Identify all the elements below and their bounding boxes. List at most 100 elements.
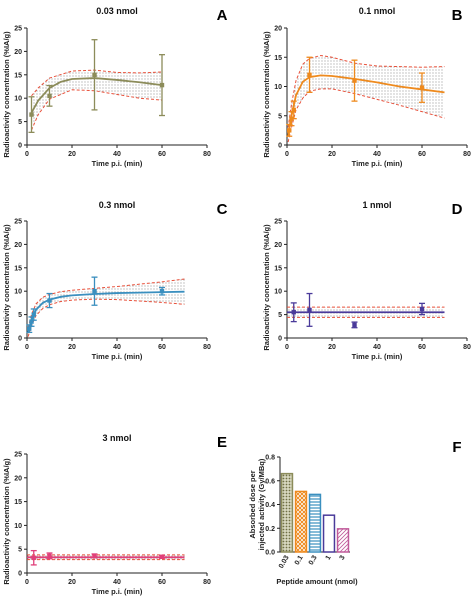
x-tick-label: 40 bbox=[113, 579, 121, 586]
x-axis-label: Time p.i. (min) bbox=[352, 159, 403, 168]
y-tick-label: 20 bbox=[14, 475, 22, 482]
band-upper-line bbox=[287, 54, 445, 128]
x-tick-label: 3 bbox=[339, 554, 347, 561]
band-lower-line bbox=[287, 88, 445, 143]
x-tick-label: 0 bbox=[285, 151, 289, 158]
y-tick-label: 15 bbox=[14, 499, 22, 506]
y-tick-label: 5 bbox=[18, 312, 22, 319]
y-tick-label: 0 bbox=[278, 336, 282, 343]
y-tick-label: 0.0 bbox=[265, 550, 275, 557]
panel-title: 3 nmol bbox=[102, 433, 131, 443]
x-tick-label: 60 bbox=[158, 151, 166, 158]
x-tick-label: 1 bbox=[325, 554, 333, 561]
data-point bbox=[47, 553, 52, 559]
data-point bbox=[29, 112, 34, 117]
y-tick-label: 0.6 bbox=[265, 478, 275, 485]
confidence-band bbox=[28, 279, 185, 337]
fit-line bbox=[287, 74, 445, 137]
y-tick-label: 0 bbox=[18, 571, 22, 578]
x-tick-label: 40 bbox=[373, 151, 381, 158]
data-point bbox=[92, 72, 97, 77]
panel-letter: B bbox=[452, 7, 463, 24]
bar-1 bbox=[322, 514, 336, 553]
y-tick-label: 20 bbox=[274, 242, 282, 249]
y-tick-label: 0 bbox=[18, 143, 22, 150]
data-point bbox=[352, 78, 357, 83]
bar-0.03 bbox=[280, 472, 294, 553]
panel-e: E 3 nmol 0 5 10 15 20 25 0 20 40 60 80 Time p.i. (min… bbox=[2, 433, 227, 596]
x-tick-label: 40 bbox=[113, 151, 121, 158]
panel-title: 1 nmol bbox=[362, 200, 391, 210]
y-tick-label: 10 bbox=[274, 289, 282, 296]
y-tick-label: 20 bbox=[14, 49, 22, 56]
x-tick-label: 80 bbox=[203, 151, 211, 158]
y-tick-label: 25 bbox=[274, 219, 282, 226]
data-point bbox=[419, 306, 425, 312]
panel-letter: A bbox=[217, 7, 228, 24]
y-tick-label: 15 bbox=[274, 55, 282, 62]
y-tick-label: 20 bbox=[14, 242, 22, 249]
panel-title: 0.3 nmol bbox=[99, 200, 136, 210]
data-point bbox=[291, 107, 296, 113]
data-point bbox=[291, 310, 296, 315]
x-tick-label: 80 bbox=[203, 579, 211, 586]
data-point bbox=[159, 82, 165, 88]
panel-b: B 0.1 nmol 0 5 10 15 20 0 20 40 60 80 Time p.i. (min… bbox=[262, 6, 471, 168]
data-point bbox=[29, 319, 34, 324]
data-point bbox=[159, 554, 165, 560]
x-tick-label: 0.03 bbox=[278, 554, 291, 569]
y-axis-label: Radioactivity concentration (%IA/g) bbox=[2, 224, 11, 351]
y-tick-label: 25 bbox=[14, 219, 22, 226]
band-lower-line bbox=[31, 89, 163, 131]
data-point bbox=[419, 85, 425, 90]
panel-letter: E bbox=[217, 434, 227, 451]
data-point bbox=[47, 93, 52, 99]
y-tick-label: 10 bbox=[14, 523, 22, 530]
data-point bbox=[31, 312, 36, 317]
x-tick-label: 0 bbox=[25, 579, 29, 586]
x-tick-label: 0 bbox=[285, 344, 289, 351]
fit-line bbox=[30, 77, 163, 114]
confidence-band bbox=[288, 55, 445, 143]
data-point bbox=[27, 326, 32, 331]
y-tick-label: 0 bbox=[278, 143, 282, 150]
y-axis-label: Radioactivity concentration (%IA/g) bbox=[2, 458, 11, 585]
y-tick-label: 10 bbox=[14, 289, 22, 296]
x-tick-label: 20 bbox=[328, 344, 336, 351]
data-point bbox=[307, 72, 312, 77]
x-axis-label: Time p.i. (min) bbox=[92, 587, 143, 596]
panel-letter: C bbox=[217, 201, 228, 218]
y-tick-label: 5 bbox=[278, 113, 282, 120]
x-tick-label: 80 bbox=[463, 344, 471, 351]
y-axis-label: Radioactivity concentration (%IA/g) bbox=[262, 224, 271, 351]
x-tick-label: 60 bbox=[418, 151, 426, 158]
y-axis-label: Radioactivity concentration (%IA/g) bbox=[2, 31, 11, 158]
data-point bbox=[307, 307, 312, 313]
x-tick-label: 20 bbox=[68, 344, 76, 351]
x-tick-label: 80 bbox=[203, 344, 211, 351]
x-axis-label: Time p.i. (min) bbox=[92, 352, 143, 361]
fit-line bbox=[27, 290, 185, 333]
x-axis-label: Peptide amount (nmol) bbox=[276, 577, 358, 586]
y-tick-label: 25 bbox=[14, 26, 22, 33]
y-tick-label: 10 bbox=[14, 96, 22, 103]
panel-f: F 0.0 0.2 0.4 0.6 0.8 0.03 0.1 0.3 1 3 Peptide amou… bbox=[248, 439, 462, 586]
panel-d: D 1 nmol 0 5 10 15 20 25 0 20 40 60 80 Time p.i. (min… bbox=[262, 200, 471, 361]
x-axis-label: Time p.i. (min) bbox=[92, 159, 143, 168]
x-tick-label: 20 bbox=[328, 151, 336, 158]
x-tick-label: 80 bbox=[463, 151, 471, 158]
panel-a: A 0.03 nmol 0 5 10 15 20 25 0 20 40 60 80 Time p.i. (… bbox=[2, 6, 228, 168]
y-tick-label: 0 bbox=[18, 336, 22, 343]
x-tick-label: 0 bbox=[25, 344, 29, 351]
data-point bbox=[31, 555, 36, 560]
data-point bbox=[47, 298, 52, 303]
y-tick-label: 5 bbox=[278, 312, 282, 319]
y-tick-label: 5 bbox=[18, 547, 22, 554]
data-point bbox=[92, 553, 97, 559]
panel-title: 0.1 nmol bbox=[359, 6, 396, 16]
y-tick-label: 0.4 bbox=[265, 502, 275, 509]
x-tick-label: 0.3 bbox=[308, 554, 319, 566]
data-point bbox=[92, 289, 97, 294]
data-point bbox=[287, 128, 292, 133]
x-tick-label: 20 bbox=[68, 151, 76, 158]
